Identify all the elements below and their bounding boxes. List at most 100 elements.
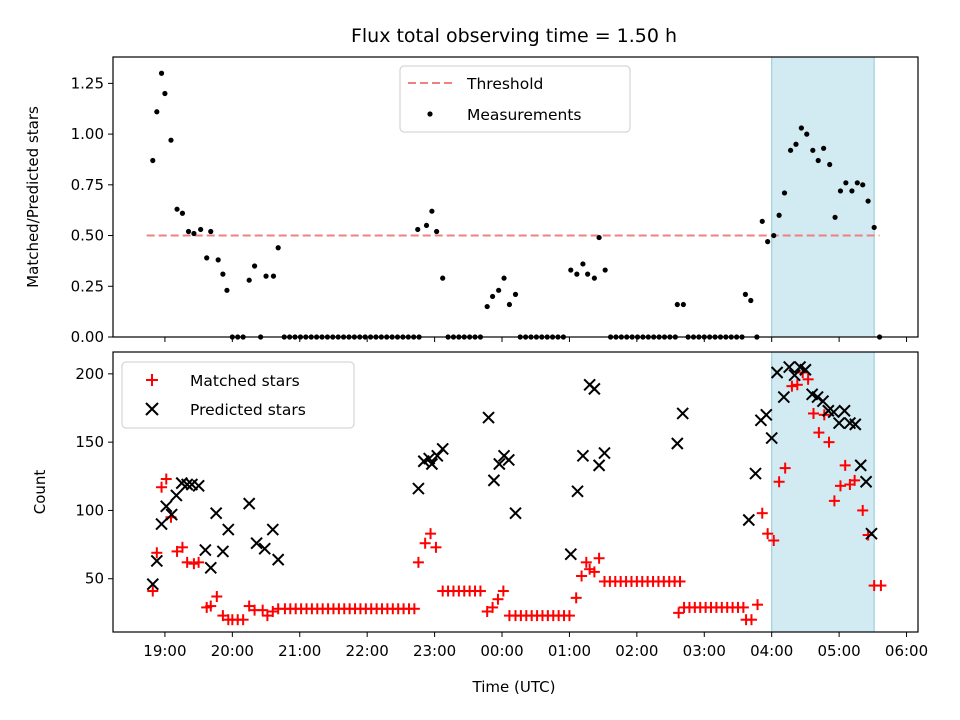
predicted-star-point [271,553,285,566]
y-tick-label: 150 [75,433,104,451]
matched-star-point [419,537,431,549]
matched-star-point [474,585,486,597]
measurement-point [810,147,816,153]
predicted-star-point [849,418,862,431]
predicted-star-point [865,527,878,540]
top-panel: 0.00 0.25 0.50 0.75 1.00 1.25 Matched/Predict… [24,56,919,346]
predicted-star-point [209,506,223,520]
measurement-point [496,287,502,293]
matched-star-point [492,593,504,605]
measurement-point [208,228,214,235]
matched-star-point [205,600,217,612]
predicted-star-point [760,408,773,422]
measurement-point [246,277,252,283]
matched-star-point [674,575,686,587]
predicted-star-point [250,537,263,550]
y-tick-label: 100 [75,501,104,519]
measurement-point [512,291,519,297]
predicted-legend-label: Predicted stars [190,401,306,419]
matched-star-point [588,566,600,578]
measurement-point [871,224,877,231]
matched-star-point [786,380,798,392]
top-y-axis-label: Matched/Predicted stars [24,106,42,288]
y-tick-label: 0.25 [71,277,104,295]
measurement-point [179,210,186,216]
predicted-legend-x-icon [145,402,159,416]
measurement-point [804,131,810,137]
matched-star-point [193,556,205,568]
measurement-point [787,147,794,153]
predicted-star-point [192,479,205,493]
predicted-star-point [170,489,183,502]
measurement-point [759,218,765,224]
matched-star-point [745,614,757,626]
measurement-point [827,161,833,168]
matched-star-point [813,427,825,439]
matched-star-point [237,614,249,626]
measurement-point [837,188,844,194]
predicted-star-point [258,542,271,555]
measurement-point [781,190,788,196]
measurement-point [263,273,269,279]
measurement-point [568,267,574,273]
predicted-star-point [770,366,784,379]
measurement-point [434,228,440,235]
measurement-point [776,212,782,218]
matched-star-point [673,607,685,619]
predicted-star-point [482,411,495,424]
predicted-star-point [222,523,235,536]
top-legend: Threshold Measurements [399,65,631,133]
predicted-star-point [859,475,873,488]
x-tick-label: 21:00 [278,642,321,660]
measurement-point [429,208,435,214]
matched-star-point [181,556,193,568]
matched-star-point [875,580,887,592]
matched-star-point [563,610,575,622]
matched-star-point [839,459,851,471]
predicted-star-point [832,416,846,430]
matched-star-point [593,552,605,564]
matched-star-point [834,480,846,492]
measurement-point [748,297,754,304]
matched-star-point [802,373,814,385]
predicted-star-point [487,474,501,487]
measurements-legend-dot-icon [427,111,433,117]
measurement-point [440,275,446,281]
matched-star-point [756,507,768,519]
y-tick-label: 1.00 [71,125,104,143]
matched-star-point [156,481,168,493]
x-tick-label: 00:00 [480,642,523,660]
predicted-star-point [199,543,212,557]
matched-star-point [737,601,749,613]
x-tick-label: 04:00 [750,642,793,660]
matched-legend-plus-icon [146,374,158,386]
measurement-point [198,226,204,233]
predicted-star-point [749,467,762,480]
matched-star-point [752,599,764,611]
matched-star-point [257,604,269,616]
measurement-point [150,157,156,164]
predicted-star-point [592,459,606,472]
measurement-point [680,301,686,308]
measurement-point [415,226,421,233]
predicted-star-point [425,457,439,471]
matched-star-point [430,541,442,553]
measurement-point [489,293,496,300]
x-tick-label: 03:00 [683,642,726,660]
measurement-point [215,257,221,263]
measurement-point [174,206,180,212]
x-tick-label: 20:00 [211,642,254,660]
predicted-star-point [671,437,684,450]
measurement-point [270,273,277,279]
matched-star-point [768,534,780,546]
predicted-star-point [783,360,796,374]
matched-star-point [791,379,803,391]
matched-star-point [857,504,869,516]
measurement-point [849,188,855,194]
measurement-point [574,271,580,277]
measurement-point [854,180,860,186]
measurement-point [224,287,230,293]
y-tick-label: 0.00 [71,328,104,346]
matched-star-point [570,592,582,604]
